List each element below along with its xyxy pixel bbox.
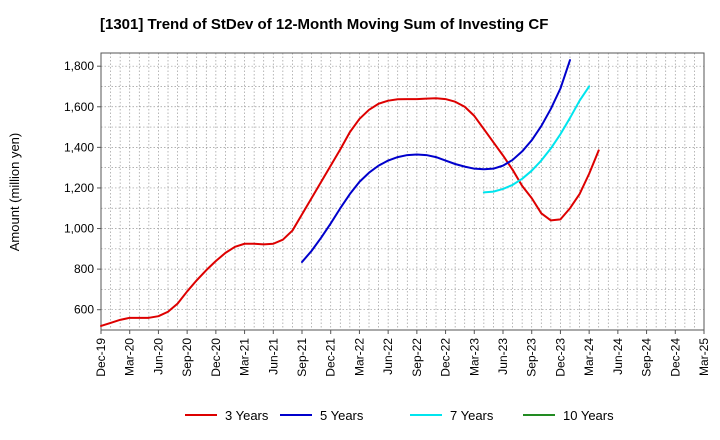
y-tick-label: 600 xyxy=(74,303,94,317)
plot-area: 600 800 1,000 1,200 1,400 1,600 1,800 Dec-19 Mar… xyxy=(64,52,711,377)
x-tick-label: Jun-24 xyxy=(611,338,625,375)
plot-frame xyxy=(100,52,705,331)
x-tick-label: Sep-21 xyxy=(295,338,309,377)
x-tick-label: Mar-23 xyxy=(467,338,481,376)
y-tick-label: 1,000 xyxy=(64,222,94,236)
x-tick-label: Mar-25 xyxy=(697,338,711,376)
y-tick-label: 1,800 xyxy=(64,59,94,73)
series-line-5-years xyxy=(301,59,571,264)
y-tick-label: 1,200 xyxy=(64,181,94,195)
y-tick-label: 1,600 xyxy=(64,100,94,114)
legend-label: 7 Years xyxy=(450,408,494,423)
y-tick-label: 800 xyxy=(74,262,94,276)
legend-label: 5 Years xyxy=(320,408,364,423)
x-tick-label: Dec-19 xyxy=(94,338,108,377)
chart-title: [1301] Trend of StDev of 12-Month Moving… xyxy=(100,16,548,33)
x-tick-label: Dec-20 xyxy=(209,338,223,377)
x-tick-label: Mar-21 xyxy=(238,338,252,376)
legend: 3 Years 5 Years 7 Years 10 Years xyxy=(185,408,614,423)
x-tick-label: Dec-21 xyxy=(324,338,338,377)
x-tick-label: Sep-24 xyxy=(640,338,654,377)
x-tick-label: Jun-21 xyxy=(266,338,280,375)
y-tick-label: 1,400 xyxy=(64,140,94,154)
x-tick-label: Jun-23 xyxy=(496,338,510,375)
legend-label: 10 Years xyxy=(563,408,614,423)
x-tick-label: Dec-22 xyxy=(439,338,453,377)
x-tick-label: Dec-24 xyxy=(668,338,682,377)
plot-background xyxy=(101,53,704,330)
legend-label: 3 Years xyxy=(225,408,269,423)
x-tick-label: Jun-20 xyxy=(151,338,165,375)
x-tick-label: Sep-22 xyxy=(410,338,424,377)
x-tick-label: Mar-20 xyxy=(123,338,137,376)
x-tick-label: Sep-23 xyxy=(525,338,539,377)
y-axis-label: Amount (million yen) xyxy=(7,133,22,252)
x-tick-label: Sep-20 xyxy=(180,338,194,377)
series-line-7-years xyxy=(482,85,591,194)
x-tick-label: Jun-22 xyxy=(381,338,395,375)
x-tick-label: Dec-23 xyxy=(553,338,567,377)
x-tick-label: Mar-22 xyxy=(352,338,366,376)
series-line-3-years xyxy=(100,97,600,327)
x-tick-label: Mar-24 xyxy=(582,338,596,376)
